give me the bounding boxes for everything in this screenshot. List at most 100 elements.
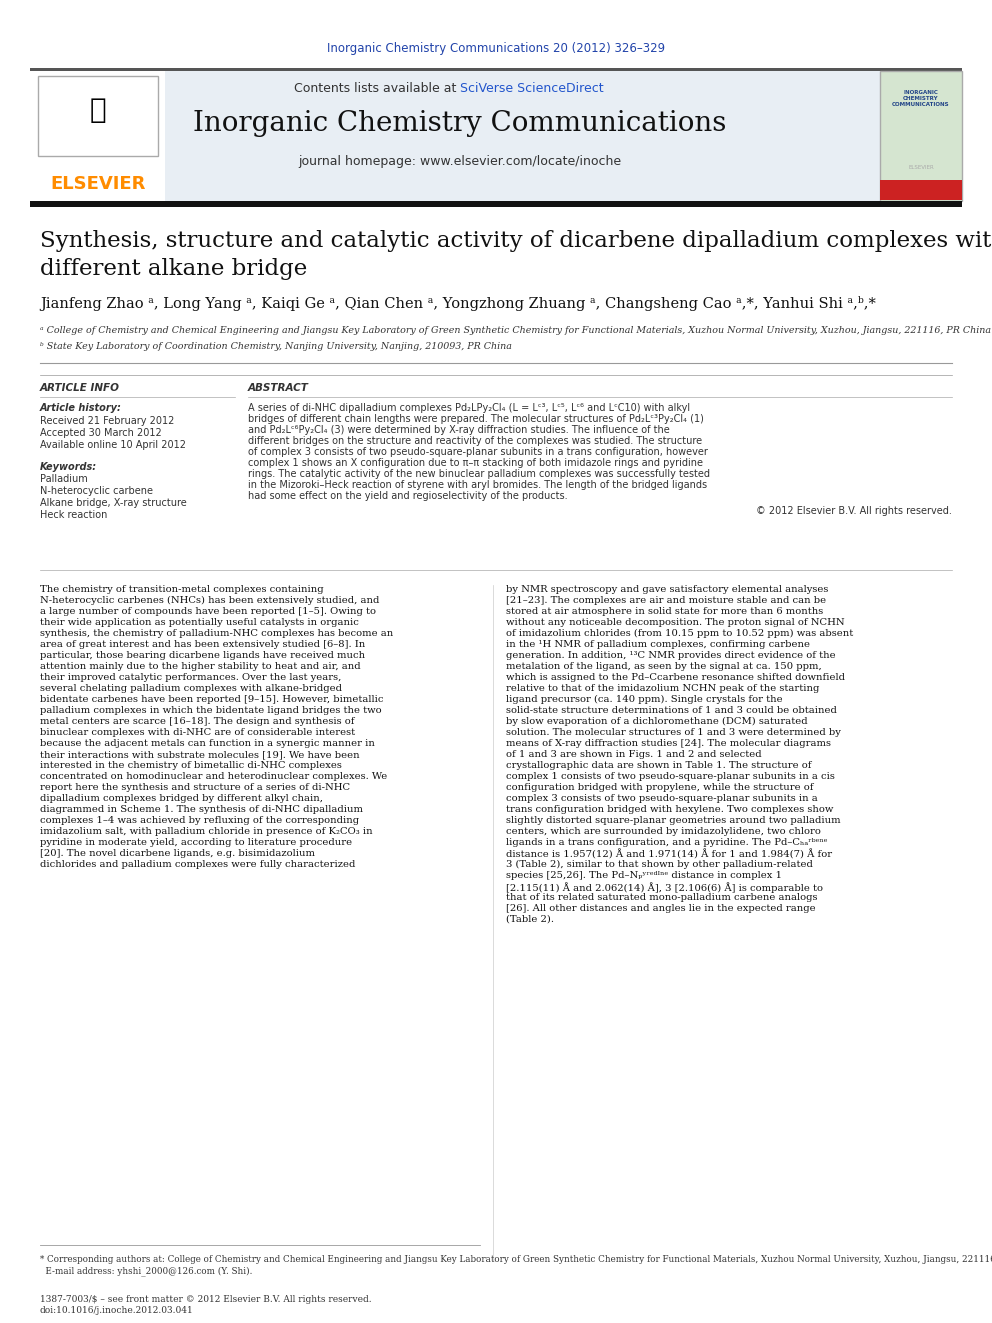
Text: solution. The molecular structures of 1 and 3 were determined by: solution. The molecular structures of 1 … [506,728,841,737]
Bar [30,67,962,71]
Bar [30,201,962,206]
Text: ELSEVIER: ELSEVIER [51,175,146,193]
Text: in the Mizoroki–Heck reaction of styrene with aryl bromides. The length of the b: in the Mizoroki–Heck reaction of styrene… [248,480,707,490]
Text: palladium complexes in which the bidentate ligand bridges the two: palladium complexes in which the bidenta… [40,706,382,714]
Text: stored at air atmosphere in solid state for more than 6 months: stored at air atmosphere in solid state … [506,607,823,617]
Text: N-heterocyclic carbene: N-heterocyclic carbene [40,486,153,496]
Text: metalation of the ligand, as seen by the signal at ca. 150 ppm,: metalation of the ligand, as seen by the… [506,662,821,671]
Text: Synthesis, structure and catalytic activity of dicarbene dipalladium complexes w: Synthesis, structure and catalytic activ… [40,230,992,251]
Text: complex 1 shows an X configuration due to π–π stacking of both imidazole rings a: complex 1 shows an X configuration due t… [248,458,703,468]
Text: complex 3 consists of two pseudo-square-planar subunits in a: complex 3 consists of two pseudo-square-… [506,794,817,803]
Text: that of its related saturated mono-palladium carbene analogs: that of its related saturated mono-palla… [506,893,817,902]
Text: several chelating palladium complexes with alkane-bridged: several chelating palladium complexes wi… [40,684,342,693]
Text: of imidazolium chlorides (from 10.15 ppm to 10.52 ppm) was absent: of imidazolium chlorides (from 10.15 ppm… [506,628,853,638]
Text: attention mainly due to the higher stability to heat and air, and: attention mainly due to the higher stabi… [40,662,361,671]
Bar [880,180,962,200]
Text: their wide application as potentially useful catalysts in organic: their wide application as potentially us… [40,618,359,627]
Text: diagrammed in Scheme 1. The synthesis of di-NHC dipalladium: diagrammed in Scheme 1. The synthesis of… [40,804,363,814]
Text: without any noticeable decomposition. The proton signal of NCHN: without any noticeable decomposition. Th… [506,618,844,627]
Text: (Table 2).: (Table 2). [506,916,554,923]
Text: N-heterocyclic carbenes (NHCs) has been extensively studied, and: N-heterocyclic carbenes (NHCs) has been … [40,595,379,605]
Text: INORGANIC
CHEMISTRY
COMMUNICATIONS: INORGANIC CHEMISTRY COMMUNICATIONS [892,90,949,107]
Text: slightly distorted square-planar geometries around two palladium: slightly distorted square-planar geometr… [506,816,840,826]
Text: [26]. All other distances and angles lie in the expected range: [26]. All other distances and angles lie… [506,904,815,913]
Text: Article history:: Article history: [40,404,122,413]
Text: distance is 1.957(12) Å and 1.971(14) Å for 1 and 1.984(7) Å for: distance is 1.957(12) Å and 1.971(14) Å … [506,849,832,859]
Text: trans configuration bridged with hexylene. Two complexes show: trans configuration bridged with hexylen… [506,804,833,814]
Text: crystallographic data are shown in Table 1. The structure of: crystallographic data are shown in Table… [506,761,811,770]
Text: by NMR spectroscopy and gave satisfactory elemental analyses: by NMR spectroscopy and gave satisfactor… [506,585,828,594]
Text: different bridges on the structure and reactivity of the complexes was studied. : different bridges on the structure and r… [248,437,702,446]
Text: * Corresponding authors at: College of Chemistry and Chemical Engineering and Ji: * Corresponding authors at: College of C… [40,1256,992,1263]
Text: imidazolium salt, with palladium chloride in presence of K₂CO₃ in: imidazolium salt, with palladium chlorid… [40,827,373,836]
Text: Received 21 February 2012: Received 21 February 2012 [40,415,175,426]
Text: Contents lists available at: Contents lists available at [294,82,460,95]
Text: binuclear complexes with di-NHC are of considerable interest: binuclear complexes with di-NHC are of c… [40,728,355,737]
Bar [30,71,165,201]
Text: 1387-7003/$ – see front matter © 2012 Elsevier B.V. All rights reserved.: 1387-7003/$ – see front matter © 2012 El… [40,1295,372,1304]
Text: The chemistry of transition-metal complexes containing: The chemistry of transition-metal comple… [40,585,323,594]
Text: solid-state structure determinations of 1 and 3 could be obtained: solid-state structure determinations of … [506,706,837,714]
Text: of 1 and 3 are shown in Figs. 1 and 2 and selected: of 1 and 3 are shown in Figs. 1 and 2 an… [506,750,762,759]
Text: SciVerse ScienceDirect: SciVerse ScienceDirect [460,82,603,95]
Text: journal homepage: www.elsevier.com/locate/inoche: journal homepage: www.elsevier.com/locat… [299,155,622,168]
Bar [880,71,962,201]
Text: particular, those bearing dicarbene ligands have received much: particular, those bearing dicarbene liga… [40,651,365,660]
Text: relative to that of the imidazolium NCHN peak of the starting: relative to that of the imidazolium NCHN… [506,684,819,693]
Text: Inorganic Chemistry Communications 20 (2012) 326–329: Inorganic Chemistry Communications 20 (2… [327,42,665,56]
Text: 🌳: 🌳 [89,97,106,124]
Text: Accepted 30 March 2012: Accepted 30 March 2012 [40,429,162,438]
Text: different alkane bridge: different alkane bridge [40,258,308,280]
Text: © 2012 Elsevier B.V. All rights reserved.: © 2012 Elsevier B.V. All rights reserved… [756,505,952,516]
Text: metal centers are scarce [16–18]. The design and synthesis of: metal centers are scarce [16–18]. The de… [40,717,354,726]
Text: species [25,26]. The Pd–Nₚʸʳᵉᵈᴵⁿᵉ distance in complex 1: species [25,26]. The Pd–Nₚʸʳᵉᵈᴵⁿᵉ distan… [506,871,782,880]
Text: Alkane bridge, X-ray structure: Alkane bridge, X-ray structure [40,497,186,508]
Text: dichlorides and palladium complexes were fully characterized: dichlorides and palladium complexes were… [40,860,355,869]
Text: centers, which are surrounded by imidazolylidene, two chloro: centers, which are surrounded by imidazo… [506,827,820,836]
Text: A series of di-NHC dipalladium complexes Pd₂LPy₂Cl₄ (L = Lᶜ³, Lᶜ⁵, Lᶜ⁶ and LᶜC10: A series of di-NHC dipalladium complexes… [248,404,690,413]
Text: their improved catalytic performances. Over the last years,: their improved catalytic performances. O… [40,673,341,681]
Text: because the adjacent metals can function in a synergic manner in: because the adjacent metals can function… [40,740,375,747]
Text: interested in the chemistry of bimetallic di-NHC complexes: interested in the chemistry of bimetalli… [40,761,342,770]
Text: E-mail address: yhshi_2000@126.com (Y. Shi).: E-mail address: yhshi_2000@126.com (Y. S… [40,1266,252,1275]
Text: bridges of different chain lengths were prepared. The molecular structures of Pd: bridges of different chain lengths were … [248,414,704,423]
Bar [38,75,158,156]
Text: generation. In addition, ¹³C NMR provides direct evidence of the: generation. In addition, ¹³C NMR provide… [506,651,835,660]
Text: concentrated on homodinuclear and heterodinuclear complexes. We: concentrated on homodinuclear and hetero… [40,773,387,781]
Text: which is assigned to the Pd–Ccarbene resonance shifted downfield: which is assigned to the Pd–Ccarbene res… [506,673,845,681]
Text: their interactions with substrate molecules [19]. We have been: their interactions with substrate molecu… [40,750,360,759]
Text: and Pd₂Lᶜ⁶Py₂Cl₄ (3) were determined by X-ray diffraction studies. The influence: and Pd₂Lᶜ⁶Py₂Cl₄ (3) were determined by … [248,425,670,435]
Bar [30,71,880,201]
Text: synthesis, the chemistry of palladium-NHC complexes has become an: synthesis, the chemistry of palladium-NH… [40,628,393,638]
Text: ligand precursor (ca. 140 ppm). Single crystals for the: ligand precursor (ca. 140 ppm). Single c… [506,695,783,704]
Text: 3 (Table 2), similar to that shown by other palladium-related: 3 (Table 2), similar to that shown by ot… [506,860,812,869]
Text: had some effect on the yield and regioselectivity of the products.: had some effect on the yield and regiose… [248,491,567,501]
Text: report here the synthesis and structure of a series of di-NHC: report here the synthesis and structure … [40,783,350,792]
Text: Keywords:: Keywords: [40,462,97,472]
Text: doi:10.1016/j.inoche.2012.03.041: doi:10.1016/j.inoche.2012.03.041 [40,1306,193,1315]
Text: ARTICLE INFO: ARTICLE INFO [40,382,120,393]
Text: rings. The catalytic activity of the new binuclear palladium complexes was succe: rings. The catalytic activity of the new… [248,468,710,479]
Text: ligands in a trans configuration, and a pyridine. The Pd–Cₕₐʳᵇᵉⁿᵉ: ligands in a trans configuration, and a … [506,837,827,847]
Text: Palladium: Palladium [40,474,87,484]
Text: ELSEVIER: ELSEVIER [908,165,933,169]
Text: Available online 10 April 2012: Available online 10 April 2012 [40,441,186,450]
Text: bidentate carbenes have been reported [9–15]. However, bimetallic: bidentate carbenes have been reported [9… [40,695,384,704]
Text: ᵃ College of Chemistry and Chemical Engineering and Jiangsu Key Laboratory of Gr: ᵃ College of Chemistry and Chemical Engi… [40,325,991,335]
Text: Heck reaction: Heck reaction [40,509,107,520]
Text: dipalladium complexes bridged by different alkyl chain,: dipalladium complexes bridged by differe… [40,794,323,803]
Text: area of great interest and has been extensively studied [6–8]. In: area of great interest and has been exte… [40,640,365,650]
Text: ᵇ State Key Laboratory of Coordination Chemistry, Nanjing University, Nanjing, 2: ᵇ State Key Laboratory of Coordination C… [40,343,512,351]
Text: means of X-ray diffraction studies [24]. The molecular diagrams: means of X-ray diffraction studies [24].… [506,740,831,747]
Text: [21–23]. The complexes are air and moisture stable and can be: [21–23]. The complexes are air and moist… [506,595,826,605]
Text: [20]. The novel dicarbene ligands, e.g. bisimidazolium: [20]. The novel dicarbene ligands, e.g. … [40,849,315,859]
Text: complex 1 consists of two pseudo-square-planar subunits in a cis: complex 1 consists of two pseudo-square-… [506,773,835,781]
Text: Inorganic Chemistry Communications: Inorganic Chemistry Communications [193,110,727,138]
Text: in the ¹H NMR of palladium complexes, confirming carbene: in the ¹H NMR of palladium complexes, co… [506,640,810,650]
Text: Jianfeng Zhao ᵃ, Long Yang ᵃ, Kaiqi Ge ᵃ, Qian Chen ᵃ, Yongzhong Zhuang ᵃ, Chang: Jianfeng Zhao ᵃ, Long Yang ᵃ, Kaiqi Ge ᵃ… [40,296,876,311]
Text: configuration bridged with propylene, while the structure of: configuration bridged with propylene, wh… [506,783,813,792]
Text: complexes 1–4 was achieved by refluxing of the corresponding: complexes 1–4 was achieved by refluxing … [40,816,359,826]
Text: [2.115(11) Å and 2.062(14) Å], 3 [2.106(6) Å] is comparable to: [2.115(11) Å and 2.062(14) Å], 3 [2.106(… [506,882,823,893]
Text: by slow evaporation of a dichloromethane (DCM) saturated: by slow evaporation of a dichloromethane… [506,717,807,726]
Text: ABSTRACT: ABSTRACT [248,382,309,393]
